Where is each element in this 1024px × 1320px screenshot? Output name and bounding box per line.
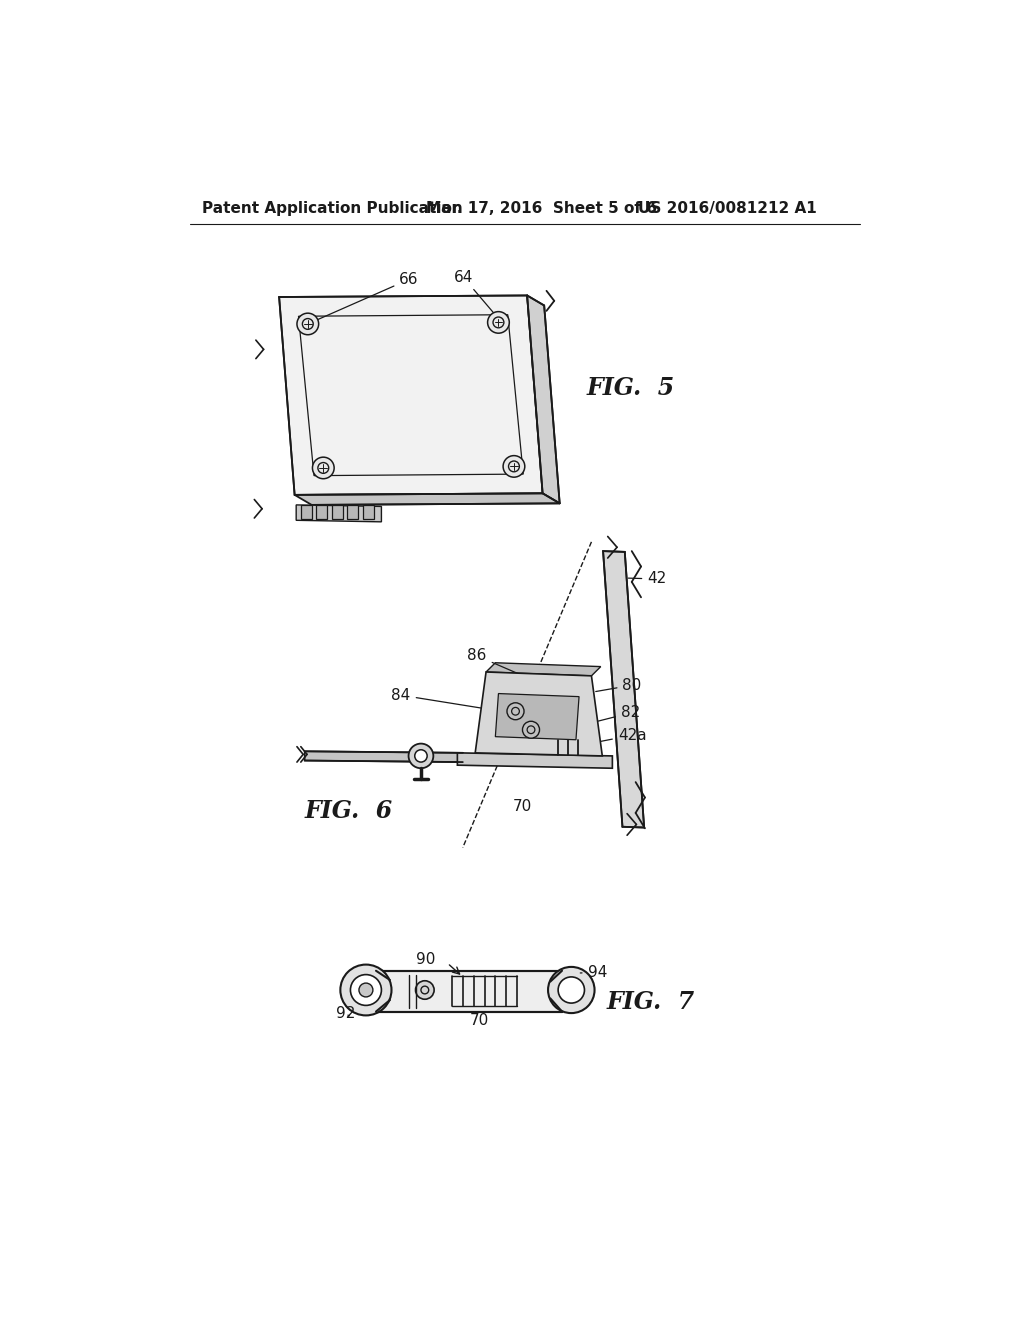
Circle shape [503,455,525,478]
Text: 42a: 42a [581,727,646,746]
Polygon shape [376,970,562,1011]
Polygon shape [458,752,612,768]
Circle shape [312,457,334,479]
Text: 90: 90 [417,952,435,966]
Text: 80: 80 [596,677,642,693]
Text: FIG.  7: FIG. 7 [607,990,695,1014]
Polygon shape [296,506,381,521]
Circle shape [416,981,434,999]
Text: FIG.  6: FIG. 6 [305,800,393,824]
Polygon shape [486,663,601,676]
Text: 86: 86 [467,648,520,675]
Circle shape [359,983,373,997]
Polygon shape [305,751,463,762]
Text: FIG.  5: FIG. 5 [587,376,675,400]
Polygon shape [332,506,343,519]
Polygon shape [475,672,602,756]
Text: Mar. 17, 2016  Sheet 5 of 6: Mar. 17, 2016 Sheet 5 of 6 [426,201,657,216]
Circle shape [297,313,318,335]
Text: 82: 82 [594,705,640,722]
Polygon shape [603,552,644,828]
Circle shape [558,977,585,1003]
Circle shape [340,965,391,1015]
Text: Patent Application Publication: Patent Application Publication [202,201,463,216]
Text: 66: 66 [310,272,419,323]
Polygon shape [295,494,560,506]
Polygon shape [496,693,579,739]
Polygon shape [527,296,560,503]
Circle shape [522,721,540,738]
Circle shape [350,974,381,1006]
Circle shape [507,702,524,719]
Circle shape [487,312,509,333]
Polygon shape [280,296,543,495]
Polygon shape [316,506,328,519]
Text: US 2016/0081212 A1: US 2016/0081212 A1 [638,201,817,216]
Text: 70: 70 [469,1014,488,1028]
Text: 70: 70 [513,799,532,814]
Text: 42: 42 [629,572,667,586]
Polygon shape [347,506,358,519]
Circle shape [409,743,433,768]
Text: 94: 94 [581,965,607,979]
Text: 84: 84 [391,688,484,709]
Circle shape [415,750,427,762]
Text: 64: 64 [454,269,497,317]
Circle shape [548,966,595,1014]
Polygon shape [301,506,311,519]
Polygon shape [362,506,374,519]
Text: 92: 92 [336,1006,355,1022]
